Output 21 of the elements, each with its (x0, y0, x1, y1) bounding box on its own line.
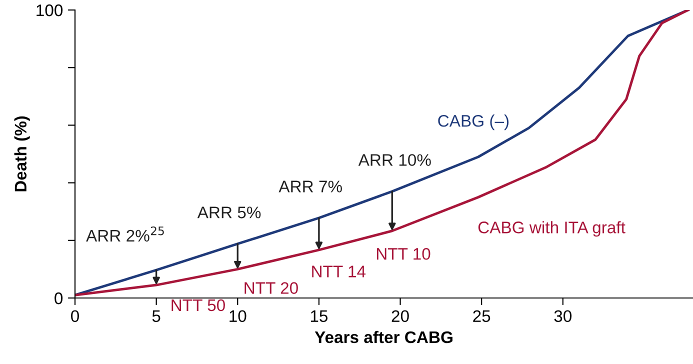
line-series (75, 10, 690, 296)
x-tick-label: 15 (310, 310, 328, 322)
x-tick-label: 5 (152, 310, 160, 322)
y-tick-label: 100 (36, 4, 63, 16)
x-tick-label: 25 (473, 310, 490, 322)
x-axis-title: Years after CABG (314, 330, 452, 344)
x-tick-label: 30 (554, 310, 572, 322)
annotation: NTT 10 (376, 248, 430, 260)
annotation: ARR 10% (358, 154, 431, 166)
annotation: NTT 14 (312, 266, 366, 278)
series-label: CABG with ITA graft (478, 221, 626, 237)
series-label: CABG (–) (438, 114, 509, 130)
annotation: NTT 50 (172, 299, 225, 312)
x-tick-label: 20 (392, 310, 409, 322)
x-tick-label: 0 (71, 310, 79, 322)
annotation: NTT 20 (244, 282, 298, 294)
x-tick-label: 10 (230, 310, 246, 322)
annotation: ARR 5% (197, 206, 261, 218)
annotation: ARR 7% (278, 180, 342, 192)
annotation: ARR 2%$^{25}$ (86, 226, 164, 242)
y-axis-title: Death (%) (14, 116, 30, 192)
